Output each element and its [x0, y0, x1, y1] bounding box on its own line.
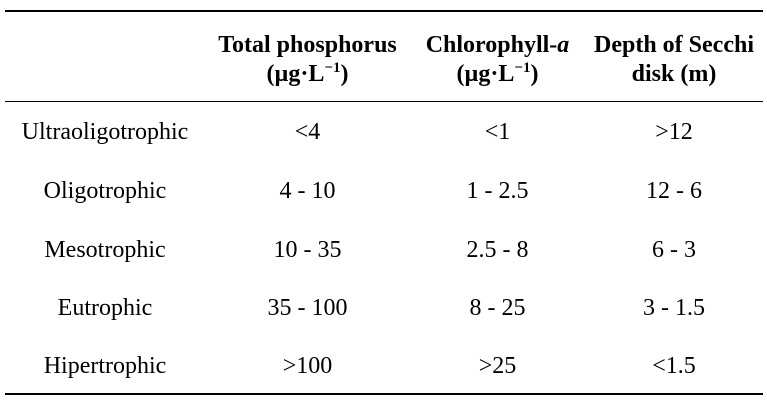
- header-total-phosphorus-unit: (µg·L−1): [266, 60, 349, 88]
- table-cell-total-phosphorus: <4: [294, 119, 321, 145]
- header-secchi-depth: Depth of Secchi: [594, 32, 754, 58]
- table-cell-secchi-depth: 6 - 3: [652, 237, 696, 263]
- table-cell-secchi-depth: 12 - 6: [646, 178, 702, 204]
- header-chlorophyll-a-unit: (µg·L−1): [456, 60, 539, 88]
- table-cell-chlorophyll-a: 8 - 25: [469, 295, 526, 321]
- table-header-rule: [5, 101, 763, 102]
- header-chlorophyll-a: Chlorophyll-a: [425, 32, 570, 58]
- table-cell-chlorophyll-a: <1: [484, 119, 511, 145]
- table-cell-state: Mesotrophic: [44, 237, 166, 263]
- table-bottom-rule: [5, 393, 763, 395]
- table-cell-chlorophyll-a: 1 - 2.5: [466, 178, 529, 204]
- table-top-rule: [5, 10, 763, 12]
- table-cell-state: Ultraoligotrophic: [21, 119, 189, 145]
- table-cell-chlorophyll-a: 2.5 - 8: [466, 237, 529, 263]
- table-cell-total-phosphorus: 4 - 10: [279, 178, 336, 204]
- table-cell-secchi-depth: <1.5: [652, 353, 696, 379]
- table-cell-total-phosphorus: 10 - 35: [273, 237, 342, 263]
- table-cell-secchi-depth: 3 - 1.5: [643, 295, 705, 321]
- table-cell-state: Eutrophic: [57, 295, 153, 321]
- table-cell-state: Hipertrophic: [43, 353, 167, 379]
- table-cell-state: Oligotrophic: [43, 178, 167, 204]
- header-secchi-depth-unit: disk (m): [631, 61, 717, 87]
- table-cell-chlorophyll-a: >25: [478, 353, 517, 379]
- table-cell-secchi-depth: >12: [655, 119, 693, 145]
- table-cell-total-phosphorus: 35 - 100: [267, 295, 348, 321]
- header-total-phosphorus: Total phosphorus: [218, 32, 397, 58]
- table-cell-total-phosphorus: >100: [282, 353, 333, 379]
